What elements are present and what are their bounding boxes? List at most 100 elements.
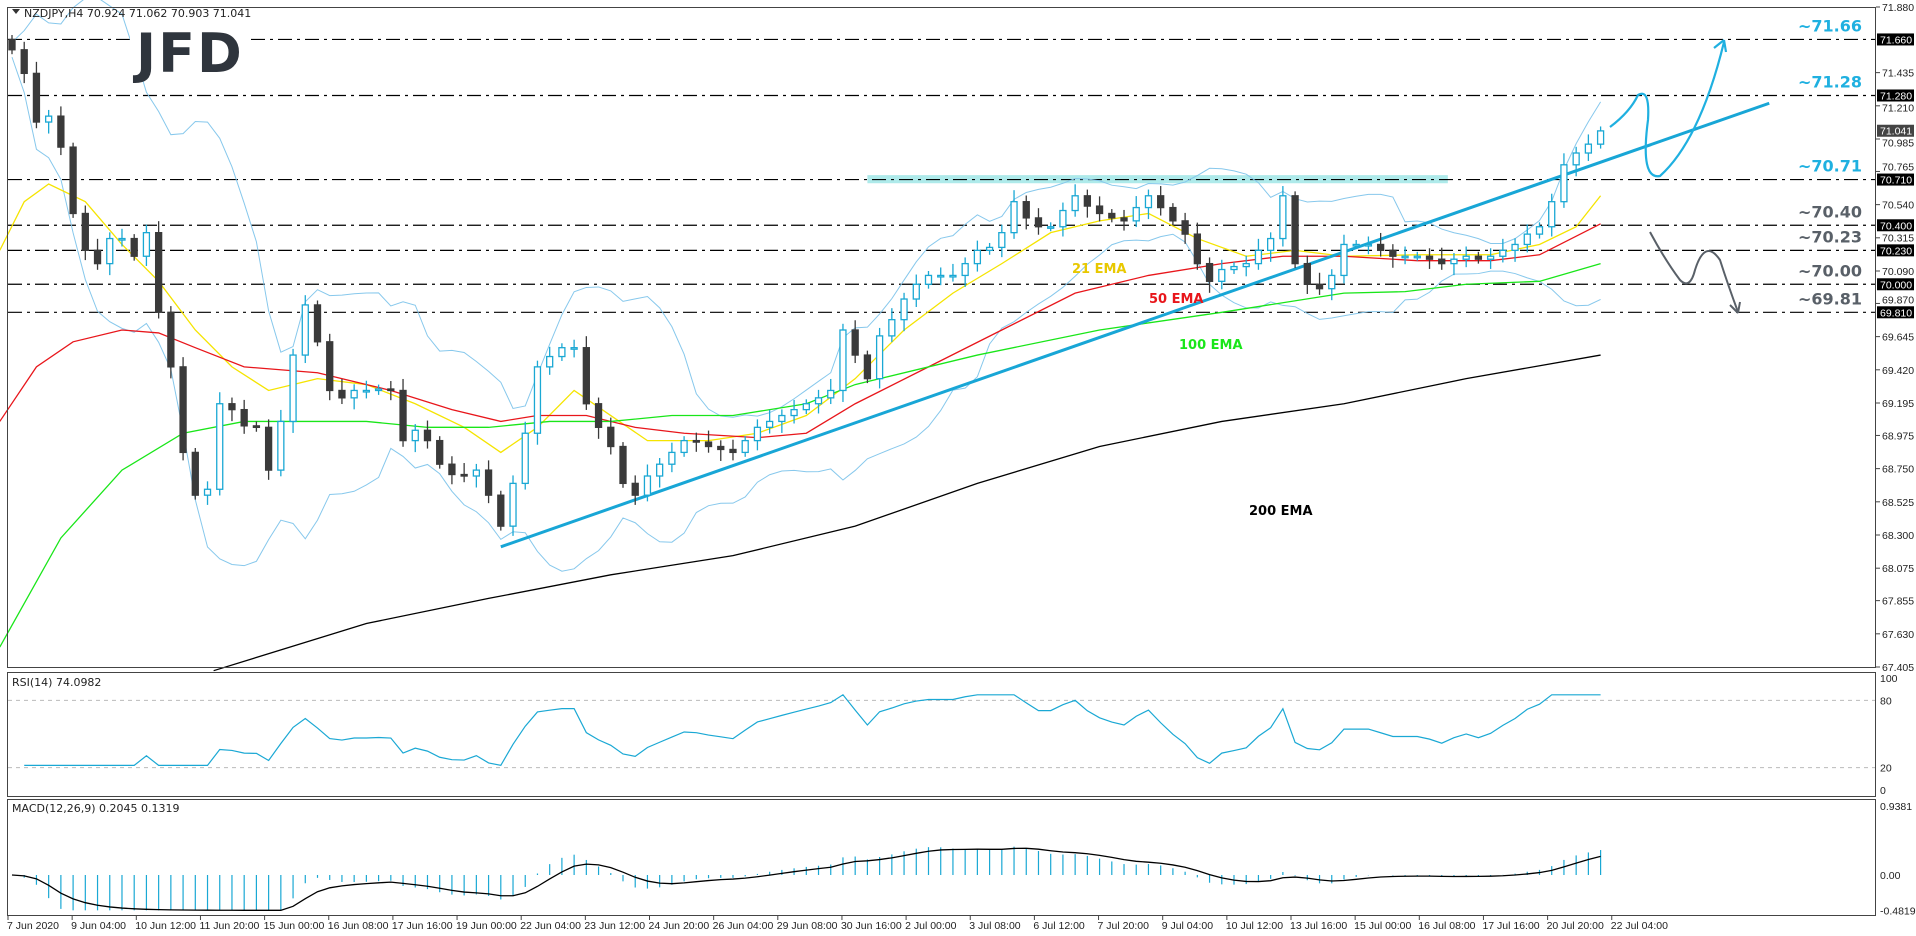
time-tick-label: 23 Jun 12:00 bbox=[584, 920, 645, 932]
upper-band bbox=[11, 0, 1602, 418]
main-panel-frame bbox=[7, 7, 1876, 668]
bear-candle bbox=[1205, 262, 1214, 282]
bull-candle bbox=[1059, 209, 1067, 228]
level-label: ~70.40 bbox=[1798, 202, 1862, 221]
bull-candle bbox=[472, 469, 481, 477]
bull-candle bbox=[1486, 255, 1495, 260]
bear-candle bbox=[631, 482, 639, 496]
bull-candle bbox=[1279, 195, 1287, 240]
bull-candle bbox=[1523, 233, 1531, 246]
bull-candle bbox=[1450, 258, 1458, 265]
price-tick-label: 70.090 bbox=[1882, 266, 1914, 278]
axis-level-label: 70.230 bbox=[1880, 245, 1912, 257]
time-tick-label: 19 Jun 00:00 bbox=[456, 920, 517, 932]
axis-level-box bbox=[1877, 244, 1914, 257]
symbol-info: NZDJPY,H4 70.924 71.062 70.903 71.041 bbox=[24, 7, 251, 20]
bull-candle bbox=[753, 426, 762, 442]
bearish-arrow-head-icon bbox=[1729, 301, 1741, 314]
bull-candle bbox=[741, 439, 749, 454]
bull-candle bbox=[961, 262, 969, 277]
bull-candle bbox=[1572, 152, 1580, 166]
ema-lines bbox=[0, 183, 1602, 672]
bull-candle bbox=[216, 403, 224, 490]
ema-label: 100 EMA bbox=[1179, 338, 1243, 353]
time-tick-label: 16 Jun 08:00 bbox=[328, 920, 389, 932]
bear-candle bbox=[69, 146, 77, 215]
bull-candle bbox=[1560, 164, 1568, 203]
bear-candle bbox=[240, 408, 248, 427]
bear-candle bbox=[607, 426, 615, 448]
bull-candle bbox=[362, 389, 371, 393]
bear-candle bbox=[1438, 258, 1446, 265]
axis-level-box bbox=[1877, 33, 1914, 46]
time-tick-label: 3 Jul 08:00 bbox=[969, 920, 1021, 932]
bull-candle bbox=[289, 354, 297, 423]
bull-candle bbox=[765, 420, 774, 428]
bear-candle bbox=[1315, 283, 1324, 290]
time-tick-label: 20 Jul 20:00 bbox=[1547, 920, 1604, 932]
price-tick-label: 71.435 bbox=[1882, 68, 1914, 80]
ema-label: 50 EMA bbox=[1149, 292, 1204, 307]
bull-candle bbox=[118, 237, 126, 241]
time-tick-label: 13 Jul 16:00 bbox=[1290, 920, 1347, 932]
bull-candle bbox=[1596, 130, 1605, 145]
bear-candle bbox=[460, 473, 468, 477]
ema-line bbox=[0, 223, 1601, 439]
bull-candle bbox=[924, 274, 933, 285]
bull-candle bbox=[533, 366, 542, 434]
axis-level-box bbox=[1877, 306, 1914, 319]
price-tick-label: 70.540 bbox=[1882, 200, 1914, 212]
scenario-arrows bbox=[1609, 39, 1741, 314]
bear-candle bbox=[582, 347, 590, 405]
bull-candle bbox=[778, 414, 786, 423]
price-tick-label: 68.300 bbox=[1882, 530, 1914, 542]
bull-candle bbox=[350, 389, 358, 399]
level-label: ~69.81 bbox=[1798, 289, 1862, 308]
symbol-dropdown-icon[interactable] bbox=[12, 9, 20, 14]
bear-candle bbox=[717, 445, 725, 451]
price-tick-label: 69.195 bbox=[1882, 398, 1914, 410]
bear-candle bbox=[704, 441, 713, 448]
time-tick-label: 6 Jul 12:00 bbox=[1033, 920, 1085, 932]
time-tick-label: 9 Jun 04:00 bbox=[71, 920, 126, 932]
level-label: ~71.66 bbox=[1798, 16, 1862, 35]
axis-level-label: 71.660 bbox=[1880, 34, 1912, 46]
level-label: ~70.71 bbox=[1798, 157, 1862, 176]
bear-candle bbox=[32, 72, 41, 123]
bear-candle bbox=[1034, 217, 1043, 228]
bear-candle bbox=[692, 439, 700, 443]
price-tick-label: 68.075 bbox=[1882, 563, 1914, 575]
bull-candle bbox=[1401, 255, 1409, 259]
bull-candle bbox=[1230, 265, 1238, 271]
rsi-tick-label: 20 bbox=[1880, 763, 1892, 775]
bear-candle bbox=[8, 38, 16, 51]
level-label: ~71.28 bbox=[1798, 72, 1862, 91]
bull-candle bbox=[1364, 243, 1373, 247]
bull-candle bbox=[912, 283, 920, 300]
ema-label: 200 EMA bbox=[1249, 504, 1313, 519]
lower-band bbox=[11, 56, 1601, 572]
bear-candle bbox=[1083, 195, 1092, 207]
time-tick-label: 24 Jun 20:00 bbox=[649, 920, 710, 932]
bull-candle bbox=[1071, 195, 1079, 212]
bull-candle bbox=[1254, 249, 1263, 265]
bull-candle bbox=[973, 249, 982, 265]
bull-candle bbox=[1144, 195, 1153, 209]
price-tick-label: 70.765 bbox=[1882, 162, 1914, 174]
bear-candle bbox=[1425, 255, 1434, 260]
rsi-tick-label: 80 bbox=[1880, 695, 1892, 707]
bull-candle bbox=[374, 388, 383, 392]
bull-candle bbox=[900, 298, 908, 321]
bear-candle bbox=[851, 329, 859, 356]
bull-candle bbox=[1132, 206, 1140, 222]
rsi-line bbox=[24, 694, 1601, 767]
bear-candle bbox=[228, 403, 236, 411]
bollinger-bands bbox=[11, 0, 1602, 572]
bull-candle bbox=[790, 408, 798, 417]
uptrend-line bbox=[500, 101, 1770, 549]
price-tick-label: 67.855 bbox=[1882, 596, 1914, 608]
price-tick-label: 68.525 bbox=[1882, 497, 1914, 509]
bear-candle bbox=[619, 445, 627, 485]
time-tick-label: 15 Jul 00:00 bbox=[1354, 920, 1411, 932]
